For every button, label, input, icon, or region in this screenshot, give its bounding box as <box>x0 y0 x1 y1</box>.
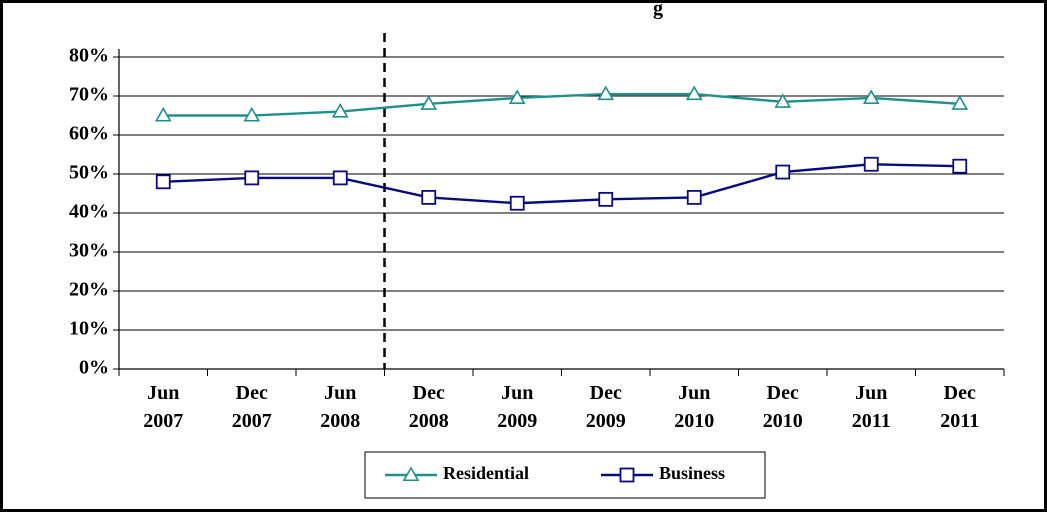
series-residential <box>154 85 969 122</box>
series-business <box>155 156 968 211</box>
title-layer: g <box>653 3 663 20</box>
data-point-residential <box>154 106 172 122</box>
x-tick-label-month: Dec <box>944 382 976 404</box>
axes: 0% 10% 20% 30% 40% 50% 60% 70% 80% Jun 2007 Dec 2007… <box>69 45 1005 432</box>
x-tick-label-year: 2010 <box>674 410 714 432</box>
series-line-residential <box>163 92 960 117</box>
legend-entry-business: Business <box>601 463 725 483</box>
data-point-residential <box>420 95 438 110</box>
data-point-residential <box>508 89 526 104</box>
gridlines <box>119 56 1004 331</box>
y-tick-label: 40% <box>69 201 109 223</box>
x-tick-label-month: Dec <box>767 382 799 404</box>
y-tick-label: 80% <box>69 45 109 67</box>
x-tick-label-year: 2009 <box>586 410 626 432</box>
x-tick-label-year: 2011 <box>852 410 891 432</box>
x-tick-label-year: 2007 <box>143 410 183 432</box>
data-point-residential <box>331 102 349 118</box>
data-point-business <box>155 174 171 190</box>
x-tick-label-year: 2011 <box>940 410 979 432</box>
data-point-residential <box>951 95 969 110</box>
data-point-residential <box>862 89 880 104</box>
x-tick-label-month: Jun <box>147 382 179 404</box>
data-point-business <box>332 170 348 186</box>
x-tick-label-month: Jun <box>855 382 887 404</box>
data-point-business <box>244 170 260 186</box>
data-point-business <box>775 164 791 180</box>
chart-title: g <box>653 3 663 20</box>
data-point-business <box>863 156 879 172</box>
y-tick-label: 70% <box>69 84 109 106</box>
legend-marker <box>619 467 635 483</box>
legend-label: Residential <box>443 463 529 483</box>
data-point-residential <box>243 106 261 122</box>
x-tick-label-month: Dec <box>236 382 268 404</box>
x-tick-label-month: Dec <box>413 382 445 404</box>
legend-marker <box>402 466 420 482</box>
x-tick-label-year: 2008 <box>409 410 449 432</box>
y-tick-label: 30% <box>69 240 109 262</box>
x-tick-label-year: 2007 <box>232 410 272 432</box>
data-point-residential <box>597 85 615 101</box>
x-tick-label-year: 2009 <box>497 410 537 432</box>
data-point-business <box>598 191 614 207</box>
line-chart: g 0% 10% 20% 30% 40% 50% 60% 70% 80% Jun 2007 Dec 20… <box>69 3 1005 499</box>
x-tick-label-month: Jun <box>678 382 710 404</box>
y-tick-label: 10% <box>69 318 109 340</box>
data-point-residential <box>774 93 792 108</box>
data-point-business <box>421 189 437 205</box>
data-point-residential <box>685 85 703 101</box>
series-line-business <box>163 163 960 205</box>
x-tick-label-year: 2010 <box>763 410 803 432</box>
x-tick-label-month: Jun <box>501 382 533 404</box>
y-tick-label: 0% <box>79 357 109 379</box>
legend-entry-residential: Residential <box>385 463 529 483</box>
x-tick-label-month: Dec <box>590 382 622 404</box>
x-tick-label-year: 2008 <box>320 410 360 432</box>
legend: Residential Business <box>364 451 766 499</box>
series-layer <box>154 85 969 211</box>
y-tick-label: 50% <box>69 162 109 184</box>
data-point-business <box>686 189 702 205</box>
y-tick-label: 20% <box>69 279 109 301</box>
x-tick-label-month: Jun <box>324 382 356 404</box>
data-point-business <box>952 158 968 174</box>
y-tick-label: 60% <box>69 123 109 145</box>
data-point-business <box>509 195 525 211</box>
legend-label: Business <box>659 463 725 483</box>
